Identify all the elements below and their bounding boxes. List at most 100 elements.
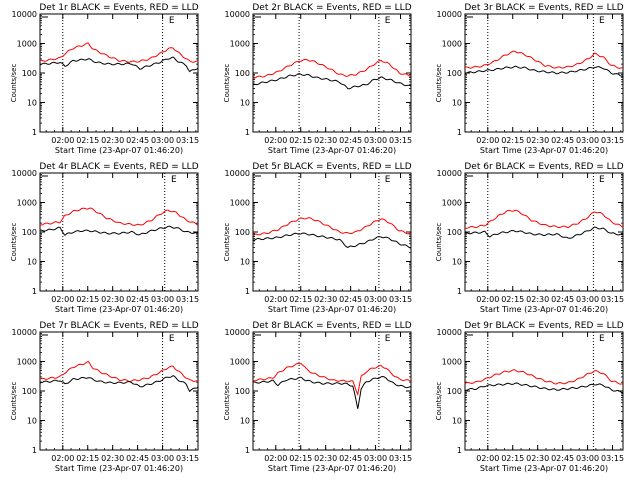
series-events-line [39,375,199,393]
series-lld-line [39,360,199,383]
y-tick-label: 1000 [442,358,462,367]
y-tick-label: 10 [240,417,250,426]
series-events-line [464,65,624,77]
y-tick-label: 10000 [437,328,462,337]
x-tick-label: 02:15 [289,454,312,463]
x-tick-label: 02:30 [101,295,124,304]
x-tick-label: 02:30 [314,295,337,304]
x-tick-label: 03:15 [389,454,412,463]
y-tick-label: 100 [22,228,37,237]
x-axis-label: Start Time (23-Apr-07 01:46:20) [268,464,396,473]
plot-frame [464,331,624,451]
x-tick-label: 02:45 [339,295,362,304]
y-tick-label: 100 [447,387,462,396]
x-tick-label: 03:00 [364,136,387,145]
x-tick-label: 02:45 [126,454,149,463]
x-tick-label: 02:30 [526,295,549,304]
x-tick-label: 02:00 [51,454,74,463]
x-tick-label: 03:15 [601,295,624,304]
x-tick-label: 03:15 [601,454,624,463]
panel-det-7r: Det 7r BLACK = Events, RED = LLD 1 10 100 10… [10,321,199,473]
x-tick-label: 03:15 [176,454,199,463]
x-tick-label: 02:00 [264,295,287,304]
y-tick-label: 10000 [437,169,462,178]
y-tick-label: 100 [235,228,250,237]
x-tick-label: 02:30 [101,136,124,145]
panel-det-9r: Det 9r BLACK = Events, RED = LLD 1 10 100 10… [435,321,624,473]
y-axis-label: Counts/sec [435,223,443,262]
panel-det-8r: Det 8r BLACK = Events, RED = LLD 1 10 100 10… [223,321,412,473]
x-tick-label: 03:15 [176,136,199,145]
series-lld-line [252,362,412,397]
e-marker: E [599,334,605,344]
x-tick-label: 03:00 [364,454,387,463]
panel-det-5r: Det 5r BLACK = Events, RED = LLD 1 10 100 10… [223,162,412,314]
series-lld-line [464,369,624,385]
x-tick-label: 03:15 [601,136,624,145]
panel-title: Det 4r BLACK = Events, RED = LLD [39,162,198,172]
panel-title: Det 7r BLACK = Events, RED = LLD [39,321,198,331]
x-tick-label: 02:15 [501,136,524,145]
y-tick-label: 1 [245,128,250,137]
y-axis-label: Counts/sec [435,382,443,421]
x-axis-label: Start Time (23-Apr-07 01:46:20) [55,464,183,473]
x-axis-label: Start Time (23-Apr-07 01:46:20) [55,305,183,314]
y-tick-label: 1 [32,287,37,296]
y-tick-label: 100 [22,69,37,78]
y-axis-label: Counts/sec [435,64,443,103]
x-tick-label: 02:45 [126,136,149,145]
plot-frame [39,172,199,292]
y-tick-label: 10000 [12,10,37,19]
y-axis-label: Counts/sec [223,223,231,262]
x-tick-label: 03:00 [576,295,599,304]
y-tick-label: 10000 [12,328,37,337]
panel-title: Det 9r BLACK = Events, RED = LLD [464,321,623,331]
y-tick-label: 1 [245,287,250,296]
y-tick-label: 10000 [12,169,37,178]
series-events-line [252,375,412,409]
y-tick-label: 1000 [17,199,37,208]
plot-frame [252,13,412,133]
y-tick-label: 10 [27,99,37,108]
y-tick-label: 100 [447,228,462,237]
series-lld-line [252,217,412,236]
x-tick-label: 02:45 [339,454,362,463]
x-tick-label: 02:15 [76,136,99,145]
x-tick-label: 03:15 [176,295,199,304]
plot-frame [39,331,199,451]
series-lld-line [252,58,412,79]
y-axis-label: Counts/sec [223,382,231,421]
e-marker: E [599,16,605,26]
y-tick-label: 10 [240,99,250,108]
y-tick-label: 10000 [225,169,250,178]
y-tick-label: 100 [22,387,37,396]
panel-title: Det 5r BLACK = Events, RED = LLD [252,162,411,172]
series-events-line [252,232,412,249]
panel-title: Det 2r BLACK = Events, RED = LLD [252,3,411,13]
x-tick-label: 02:00 [264,454,287,463]
series-events-line [464,382,624,394]
x-tick-label: 03:00 [364,295,387,304]
panel-title: Det 6r BLACK = Events, RED = LLD [464,162,623,172]
x-tick-label: 02:15 [76,454,99,463]
y-tick-label: 1 [457,446,462,455]
x-axis-label: Start Time (23-Apr-07 01:46:20) [268,146,396,155]
x-tick-label: 02:45 [126,295,149,304]
x-tick-label: 02:00 [476,454,499,463]
x-tick-label: 02:30 [526,136,549,145]
e-marker: E [171,175,177,185]
y-tick-label: 10 [27,417,37,426]
x-tick-label: 02:00 [476,295,499,304]
y-tick-label: 1 [457,128,462,137]
y-axis-label: Counts/sec [10,382,18,421]
e-marker: E [169,16,175,26]
x-tick-label: 03:00 [151,295,174,304]
e-marker: E [169,334,175,344]
e-marker: E [599,175,605,185]
y-tick-label: 1000 [442,40,462,49]
plot-frame [252,172,412,292]
series-lld-line [464,209,624,229]
y-tick-label: 1000 [442,199,462,208]
e-marker: E [385,175,391,185]
